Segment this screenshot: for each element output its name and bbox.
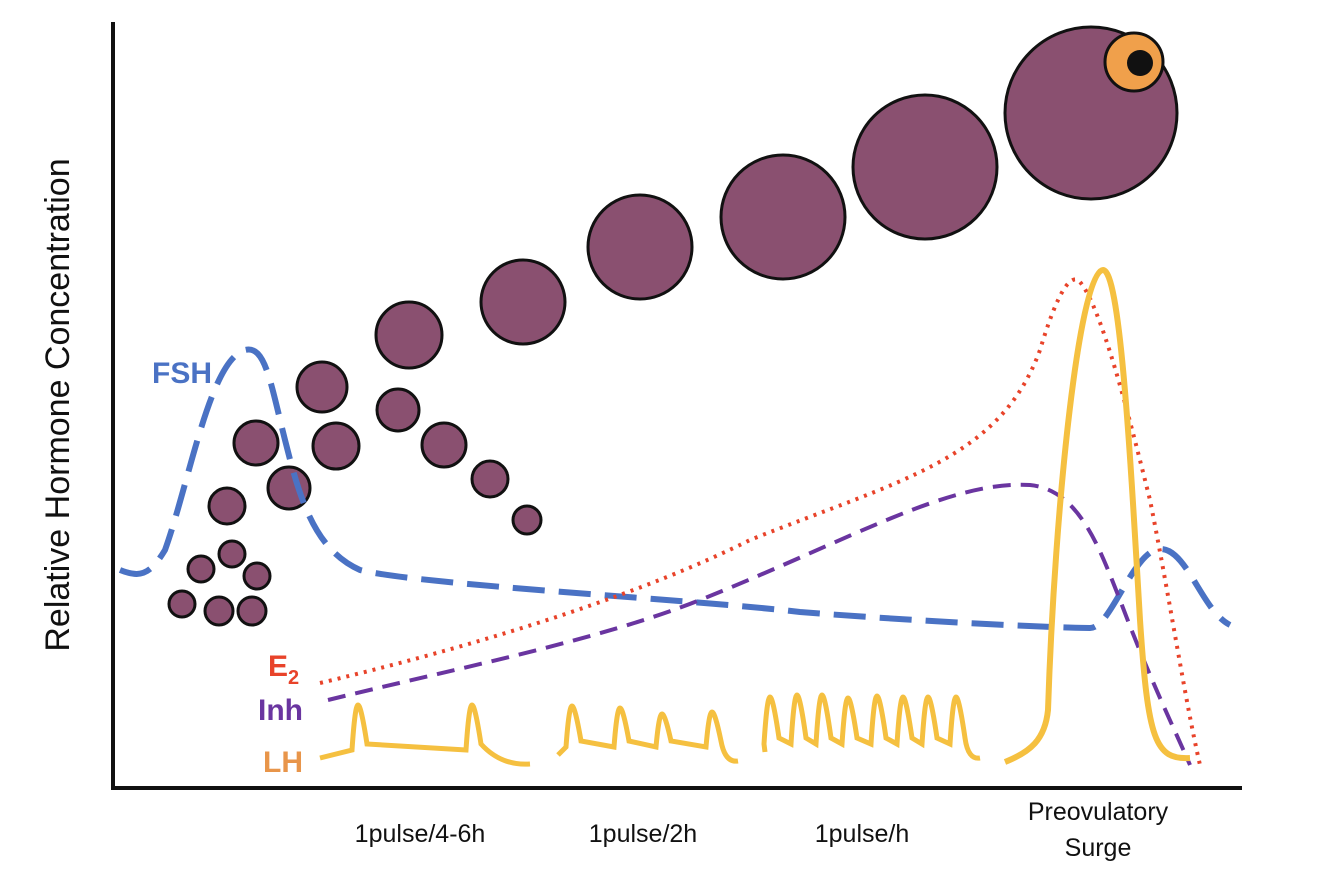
fsh-label: FSH — [152, 357, 212, 390]
fsh-curve — [118, 346, 1232, 632]
follicle — [236, 595, 268, 627]
follicle — [374, 300, 444, 370]
lh-pulses — [556, 703, 739, 764]
phase-label: 1pulse/h — [815, 820, 910, 848]
follicle — [203, 595, 235, 627]
follicle — [242, 561, 272, 591]
follicle — [375, 387, 421, 433]
follicle — [232, 419, 280, 467]
e2-label: E2 — [268, 650, 299, 689]
e2-curve — [319, 277, 1202, 766]
lh-pulses — [319, 702, 531, 767]
follicles — [167, 25, 1179, 627]
follicle — [207, 486, 247, 526]
follicle — [311, 421, 361, 471]
phase-label: 1pulse/2h — [589, 820, 697, 848]
follicle — [167, 589, 197, 619]
lh-pulses — [761, 692, 981, 761]
follicle — [186, 554, 216, 584]
follicle — [217, 539, 247, 569]
follicle — [511, 504, 543, 536]
surge-label: Preovulatory — [1028, 798, 1169, 826]
lh-label: LH — [263, 746, 303, 779]
follicle — [295, 360, 349, 414]
e2-base: E — [268, 650, 288, 683]
lh-surge — [1003, 266, 1191, 765]
lh-curve — [319, 692, 981, 767]
follicle — [420, 421, 468, 469]
y-axis-label: Relative Hormone Concentration — [39, 158, 77, 651]
inh-curve — [327, 482, 1192, 766]
follicle — [851, 93, 999, 241]
inh-label: Inh — [258, 694, 303, 727]
follicle — [586, 193, 694, 301]
e2-sub: 2 — [288, 667, 299, 689]
follicle — [719, 153, 847, 281]
phase-label: 1pulse/4-6h — [355, 820, 486, 848]
follicle — [470, 459, 510, 499]
follicle — [479, 258, 567, 346]
oocyte-nucleus — [1127, 50, 1153, 76]
surge-label: Surge — [1065, 834, 1132, 862]
